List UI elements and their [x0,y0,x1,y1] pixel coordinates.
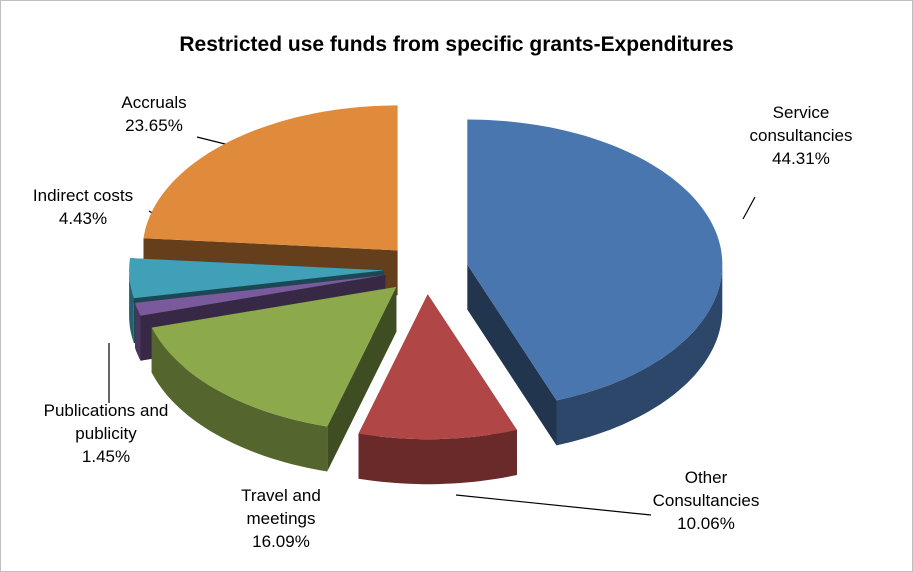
category-label: Service consultancies [749,103,853,145]
data-label: Service consultancies 44.31% [726,101,876,170]
slice-top [151,286,397,427]
slice-side [151,327,328,472]
slice-top [358,294,517,440]
value-label: 1.45% [81,447,131,466]
value-label: 23.65% [125,116,183,135]
category-label: Publications and publicity [43,401,169,443]
value-label: 10.06% [677,514,735,533]
data-label: Indirect costs 4.43% [13,184,153,230]
value-label: 44.31% [772,149,830,168]
slice-side [358,430,517,485]
category-label: Travel and meetings [241,486,321,528]
slice-side [129,270,134,344]
slice-side [556,264,723,446]
value-label: 16.09% [252,532,310,551]
data-label: Travel and meetings 16.09% [221,484,341,553]
slice-top [129,258,385,299]
data-label: Other Consultancies 10.06% [636,466,776,535]
slice [358,294,517,485]
category-label: Other Consultancies [652,468,760,510]
leader-line [742,196,756,220]
slice-wall [467,264,557,446]
leader-line [455,494,652,516]
slice-top [143,105,398,251]
data-label: Publications and publicity 1.45% [26,399,186,468]
slice-side [135,302,141,361]
category-label: Accruals [121,93,187,112]
chart-title: Restricted use funds from specific grant… [179,33,734,56]
slice [467,119,723,446]
category-label: Indirect costs [32,186,134,205]
value-label: 4.43% [58,209,108,228]
slice-top [135,275,386,316]
slice [151,286,397,472]
data-label: Accruals 23.65% [99,91,209,137]
slice-top [467,119,723,401]
